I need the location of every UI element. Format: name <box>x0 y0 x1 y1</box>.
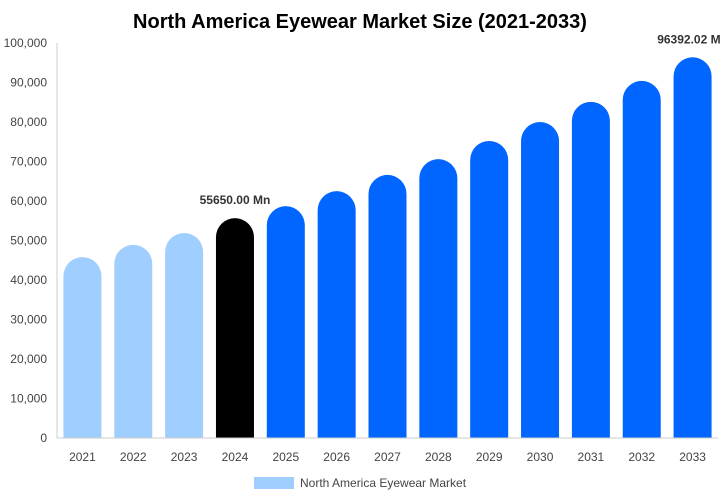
chart-title: North America Eyewear Market Size (2021-… <box>133 11 587 33</box>
bar-2030[interactable] <box>521 122 560 438</box>
legend-swatch <box>254 477 294 489</box>
y-tick-label: 30,000 <box>10 313 47 327</box>
bar-2024[interactable] <box>215 218 254 438</box>
data-label: 96392.02 Mn <box>657 32 720 46</box>
y-tick-label: 100,000 <box>4 36 48 50</box>
bar-2025[interactable] <box>266 206 305 438</box>
x-tick-label: 2021 <box>69 450 96 464</box>
legend[interactable]: North America Eyewear Market <box>254 476 467 490</box>
y-tick-label: 70,000 <box>10 155 47 169</box>
data-label: 55650.00 Mn <box>200 193 271 207</box>
y-tick-label: 50,000 <box>10 234 47 248</box>
x-tick-label: 2030 <box>527 450 554 464</box>
y-tick-label: 60,000 <box>10 194 47 208</box>
bar-2028[interactable] <box>419 159 458 438</box>
x-tick-label: 2026 <box>323 450 350 464</box>
bar-2031[interactable] <box>571 101 610 438</box>
x-tick-label: 2028 <box>425 450 452 464</box>
y-tick-label: 0 <box>40 431 47 445</box>
x-tick-label: 2023 <box>171 450 198 464</box>
bar-2033[interactable] <box>673 57 712 438</box>
bar-2026[interactable] <box>317 191 356 438</box>
x-tick-label: 2033 <box>679 450 706 464</box>
bar-2023[interactable] <box>165 232 204 438</box>
x-tick-label: 2032 <box>628 450 655 464</box>
x-tick-label: 2029 <box>476 450 503 464</box>
y-tick-label: 40,000 <box>10 273 47 287</box>
legend-label: North America Eyewear Market <box>300 476 467 490</box>
x-tick-label: 2027 <box>374 450 401 464</box>
x-tick-label: 2024 <box>222 450 249 464</box>
bar-2021[interactable] <box>63 257 102 438</box>
bar-2027[interactable] <box>368 174 407 438</box>
bar-2032[interactable] <box>622 80 661 439</box>
x-tick-label: 2022 <box>120 450 147 464</box>
y-tick-label: 90,000 <box>10 76 47 90</box>
y-tick-label: 80,000 <box>10 115 47 129</box>
bar-2022[interactable] <box>114 244 153 438</box>
y-tick-label: 20,000 <box>10 352 47 366</box>
bar-2029[interactable] <box>470 140 509 438</box>
y-tick-label: 10,000 <box>10 392 47 406</box>
x-tick-label: 2031 <box>578 450 605 464</box>
x-tick-label: 2025 <box>272 450 299 464</box>
